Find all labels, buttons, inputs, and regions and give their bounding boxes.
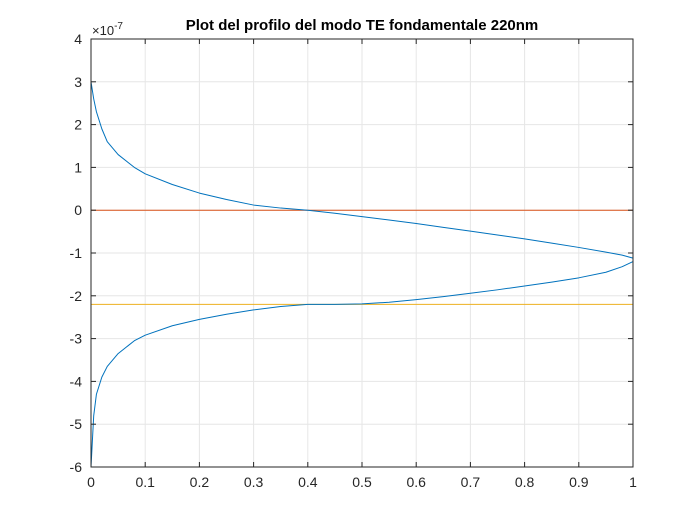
- x-tick-label: 0.5: [352, 474, 372, 490]
- tick-marks: [90, 38, 634, 468]
- x-tick-label: 0: [87, 474, 95, 490]
- y-tick-labels: -6 -5 -4 -3 -2 -1 0 1 2 3 4: [70, 31, 83, 475]
- x-tick-label: 0.9: [569, 474, 589, 490]
- x-tick-label: 0.8: [515, 474, 535, 490]
- y-tick-label: 3: [74, 74, 82, 90]
- y-tick-label: -6: [70, 459, 83, 475]
- x-tick-label: 1: [629, 474, 637, 490]
- x-tick-labels: 0 0.1 0.2 0.3 0.4 0.5 0.6 0.7 0.8 0.9 1: [87, 474, 637, 490]
- y-tick-label: 0: [74, 202, 82, 218]
- y-tick-label: 2: [74, 117, 82, 133]
- x-tick-label: 0.7: [461, 474, 481, 490]
- y-tick-label: -5: [70, 416, 83, 432]
- y-tick-label: 1: [74, 159, 82, 175]
- x-tick-label: 0.4: [298, 474, 318, 490]
- y-tick-label: -4: [70, 373, 83, 389]
- x-tick-label: 0.1: [135, 474, 155, 490]
- y-exponent-label: ×10-7: [92, 21, 123, 38]
- x-tick-label: 0.3: [244, 474, 264, 490]
- y-tick-label: 4: [74, 31, 82, 47]
- chart-title: Plot del profilo del modo TE fondamental…: [186, 17, 539, 34]
- x-tick-label: 0.2: [190, 474, 210, 490]
- y-tick-label: -3: [70, 331, 83, 347]
- x-tick-label: 0.6: [406, 474, 426, 490]
- y-tick-label: -2: [70, 288, 83, 304]
- y-tick-label: -1: [70, 245, 83, 261]
